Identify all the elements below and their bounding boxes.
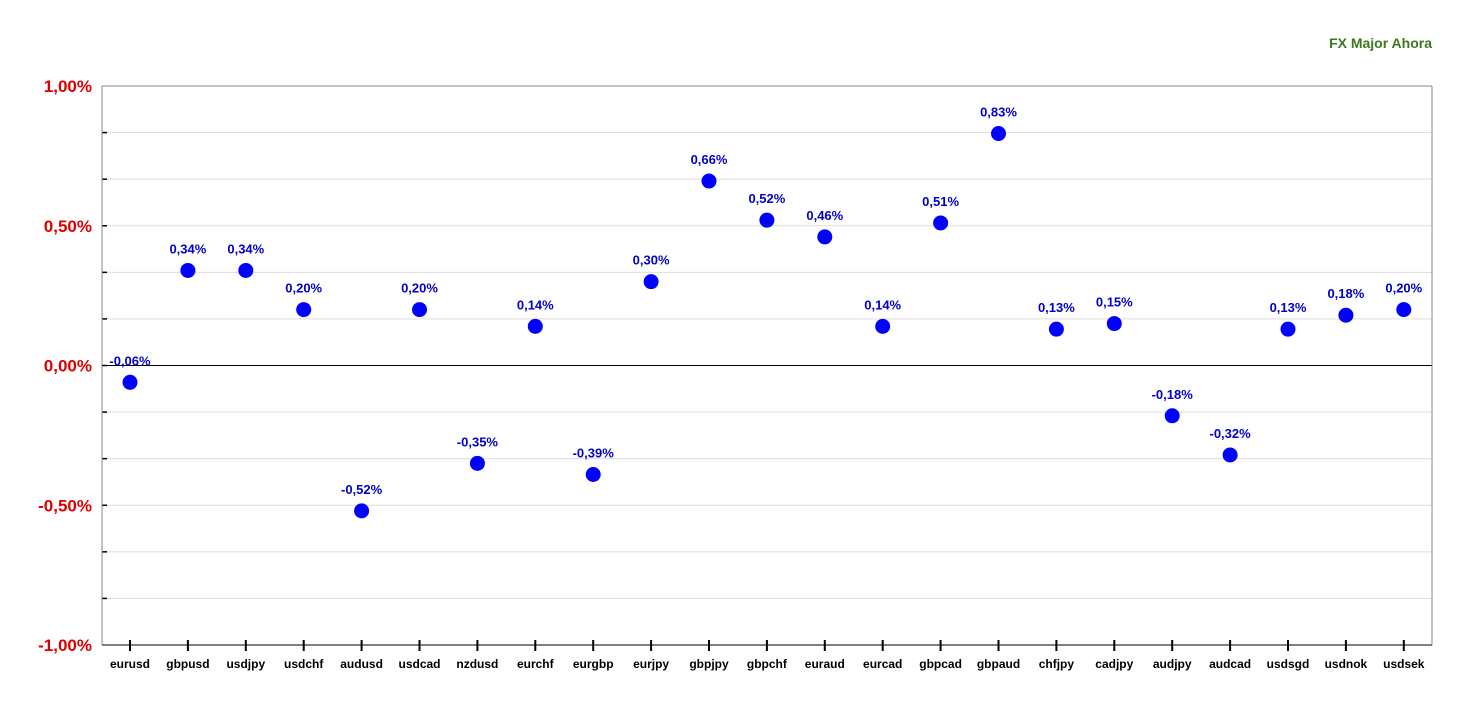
data-point bbox=[354, 503, 370, 519]
data-point bbox=[643, 274, 659, 290]
data-label: 0,30% bbox=[633, 253, 670, 268]
data-point bbox=[180, 262, 196, 278]
data-point bbox=[1164, 408, 1180, 424]
x-tick-label: gbpusd bbox=[166, 657, 209, 671]
data-point bbox=[1280, 321, 1296, 337]
x-tick-label: eurusd bbox=[110, 657, 150, 671]
data-point bbox=[759, 212, 775, 228]
data-label: 0,18% bbox=[1327, 286, 1364, 301]
data-point bbox=[875, 318, 891, 334]
x-tick-label: usdchf bbox=[284, 657, 324, 671]
x-tick-label: audusd bbox=[340, 657, 383, 671]
data-label: 0,51% bbox=[922, 194, 959, 209]
data-label: -0,06% bbox=[109, 353, 151, 368]
x-tick-label: eurjpy bbox=[633, 657, 669, 671]
x-tick-label: gbpaud bbox=[977, 657, 1020, 671]
data-label: 0,34% bbox=[169, 241, 206, 256]
data-label: 0,20% bbox=[285, 281, 322, 296]
chart-title: FX Major Ahora bbox=[1329, 35, 1432, 51]
x-tick-label: nzdusd bbox=[456, 657, 498, 671]
x-tick-label: gbpjpy bbox=[689, 657, 729, 671]
data-point bbox=[296, 302, 312, 318]
x-tick-label: eurchf bbox=[517, 657, 555, 671]
data-label: 0,46% bbox=[806, 208, 843, 223]
data-point bbox=[469, 455, 485, 471]
data-point bbox=[585, 467, 601, 483]
x-tick-label: euraud bbox=[805, 657, 845, 671]
data-point bbox=[1396, 302, 1412, 318]
data-label: 0,14% bbox=[517, 297, 554, 312]
data-point bbox=[412, 302, 427, 318]
data-point bbox=[933, 215, 949, 231]
y-tick-label: -0,50% bbox=[38, 496, 92, 515]
data-label: 0,13% bbox=[1038, 300, 1075, 315]
x-tick-label: audcad bbox=[1209, 657, 1251, 671]
data-label: -0,35% bbox=[457, 434, 499, 449]
x-tick-label: gbpchf bbox=[747, 657, 788, 671]
x-tick-label: eurcad bbox=[863, 657, 902, 671]
data-label: 0,13% bbox=[1270, 300, 1307, 315]
data-point bbox=[1048, 321, 1064, 337]
x-tick-label: usdcad bbox=[398, 657, 440, 671]
x-tick-label: usdnok bbox=[1325, 657, 1368, 671]
data-point bbox=[817, 229, 833, 245]
x-tick-label: cadjpy bbox=[1095, 657, 1133, 671]
x-tick-label: chfjpy bbox=[1039, 657, 1075, 671]
data-label: -0,52% bbox=[341, 482, 383, 497]
x-tick-label: usdsek bbox=[1383, 657, 1425, 671]
data-label: 0,20% bbox=[401, 281, 438, 296]
axis-layer: 1,00% 0,50% 0,00% -0,50% -1,00% eurusd gbpusd u… bbox=[38, 77, 1433, 671]
data-point bbox=[122, 374, 138, 390]
y-tick-label: 1,00% bbox=[44, 77, 92, 96]
data-point bbox=[991, 126, 1006, 142]
data-label: -0,18% bbox=[1152, 387, 1194, 402]
data-point bbox=[1106, 316, 1122, 332]
data-label: 0,34% bbox=[227, 241, 264, 256]
data-point bbox=[527, 318, 543, 334]
data-point bbox=[1222, 447, 1238, 463]
data-point bbox=[701, 173, 717, 189]
x-tick-label: usdsgd bbox=[1267, 657, 1310, 671]
data-point bbox=[238, 262, 254, 278]
data-point bbox=[1338, 307, 1354, 323]
x-tick-label: eurgbp bbox=[573, 657, 614, 671]
x-tick-label: usdjpy bbox=[226, 657, 265, 671]
data-label: -0,32% bbox=[1209, 426, 1251, 441]
data-label: 0,52% bbox=[748, 191, 785, 206]
data-label: 0,66% bbox=[691, 152, 728, 167]
y-tick-label: -1,00% bbox=[38, 636, 92, 655]
data-label: 0,83% bbox=[980, 105, 1017, 120]
y-tick-label: 0,00% bbox=[44, 357, 92, 376]
data-label: 0,14% bbox=[864, 297, 901, 312]
data-label: 0,20% bbox=[1385, 281, 1422, 296]
y-tick-label: 0,50% bbox=[44, 217, 92, 236]
data-label: 0,15% bbox=[1096, 295, 1133, 310]
x-tick-label: audjpy bbox=[1153, 657, 1192, 671]
x-tick-label: gbpcad bbox=[919, 657, 962, 671]
point-layer: -0,06% 0,34% 0,34% 0,20% -0,52% 0,20% -0,35% 0,… bbox=[109, 105, 1423, 519]
data-label: -0,39% bbox=[573, 446, 615, 461]
